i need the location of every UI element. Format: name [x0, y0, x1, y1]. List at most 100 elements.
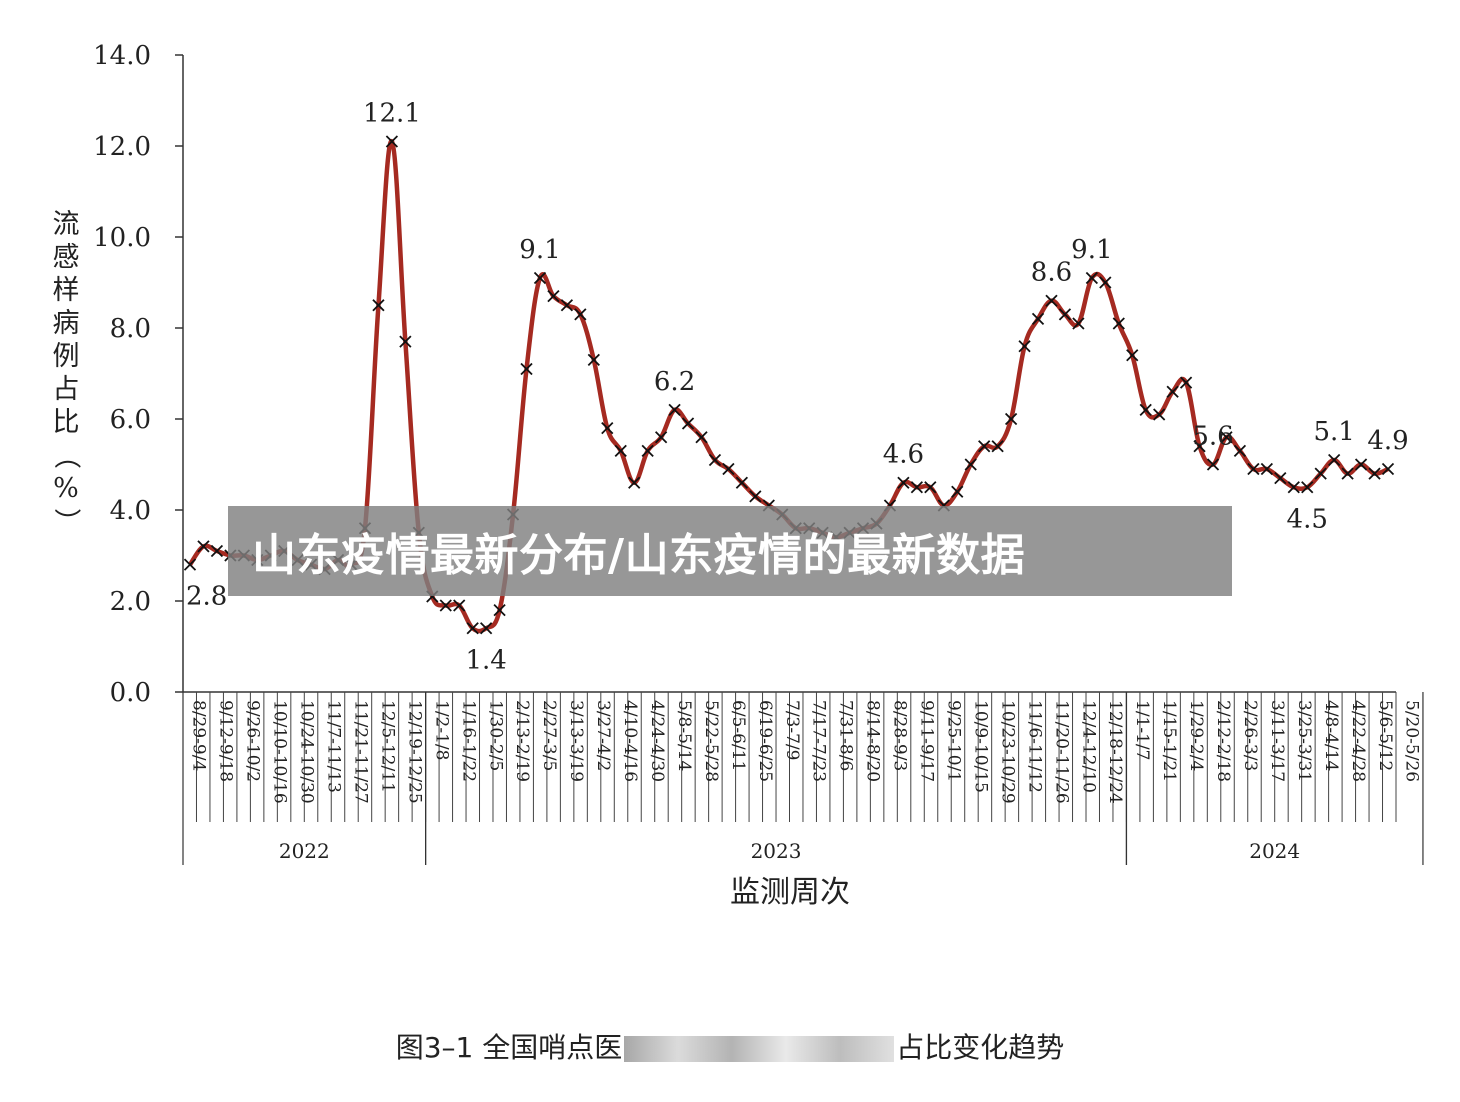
data-point-marker — [1179, 376, 1193, 389]
data-point-marker — [1233, 444, 1247, 457]
data-point-marker — [560, 299, 574, 312]
y-tick-label: 10.0 — [93, 223, 151, 253]
data-point-marker — [1328, 453, 1341, 467]
data-point-marker — [533, 271, 547, 285]
y-tick-label: 12.0 — [93, 132, 151, 162]
x-tick-label: 10/9-10/15 — [970, 700, 990, 793]
x-tick-label: 10/10-10/16 — [270, 700, 290, 804]
y-tick-label: 6.0 — [110, 405, 151, 435]
x-tick-label: 1/16-1/22 — [458, 700, 478, 782]
y-axis-label: 流感样病例占比（%） — [50, 209, 82, 535]
data-point-marker — [1153, 408, 1166, 421]
data-point-marker — [1045, 294, 1058, 307]
data-point-marker — [681, 417, 695, 430]
x-tick-label: 5/6-5/12 — [1375, 700, 1395, 771]
data-point-marker — [197, 540, 210, 553]
data-point-marker — [1018, 340, 1031, 353]
data-point-marker — [520, 362, 533, 376]
x-tick-label: 8/14-8/20 — [863, 700, 883, 782]
x-tick-label: 6/5-6/11 — [728, 700, 748, 771]
data-point-marker — [654, 431, 668, 444]
x-tick-label: 1/30-2/5 — [485, 700, 505, 771]
x-tick-label: 4/22-4/28 — [1348, 700, 1368, 782]
data-point-marker — [695, 431, 708, 444]
x-tick-label: 2/26-3/3 — [1240, 700, 1260, 771]
year-label: 2023 — [751, 839, 802, 863]
data-point-marker — [210, 544, 224, 558]
x-tick-label: 8/28-9/3 — [890, 700, 910, 771]
x-tick-label: 12/4-12/10 — [1078, 700, 1098, 793]
data-point-marker — [183, 558, 197, 571]
y-tick-label: 14.0 — [93, 41, 151, 71]
x-tick-label: 7/31-8/6 — [836, 700, 856, 771]
data-label: 9.1 — [519, 235, 560, 265]
data-point-marker — [910, 481, 924, 494]
x-tick-label: 11/6-11/12 — [1024, 700, 1044, 793]
x-tick-label: 3/27-4/2 — [593, 700, 613, 771]
data-point-marker — [897, 476, 910, 489]
data-point-marker — [964, 458, 977, 471]
data-point-marker — [1031, 312, 1045, 326]
x-tick-label: 9/11-9/17 — [917, 700, 937, 782]
data-point-marker — [641, 444, 654, 457]
data-point-marker — [453, 599, 466, 612]
data-point-marker — [439, 599, 452, 612]
data-label: 6.2 — [654, 367, 695, 397]
x-tick-label: 4/24-4/30 — [647, 700, 667, 782]
x-tick-label: 4/8-4/14 — [1321, 700, 1341, 771]
x-tick-label: 6/19-6/25 — [755, 700, 775, 782]
data-point-marker — [574, 308, 587, 321]
data-point-marker — [372, 299, 385, 312]
data-point-marker — [493, 603, 506, 617]
x-tick-label: 10/23-10/29 — [997, 700, 1017, 804]
data-point-marker — [1354, 458, 1368, 471]
data-point-marker — [1247, 462, 1260, 476]
data-point-marker — [1126, 349, 1139, 362]
data-point-marker — [1381, 462, 1395, 476]
data-point-marker — [749, 490, 762, 503]
data-point-marker — [466, 622, 479, 635]
data-point-marker — [708, 453, 722, 467]
x-tick-label: 7/3-7/9 — [782, 700, 802, 760]
data-point-marker — [951, 485, 964, 498]
data-label: 5.1 — [1313, 417, 1354, 447]
y-tick-label: 0.0 — [110, 678, 151, 708]
data-label: 12.1 — [363, 98, 421, 128]
data-point-marker — [924, 481, 937, 494]
x-tick-label: 12/5-12/11 — [377, 700, 397, 793]
data-point-marker — [1099, 276, 1112, 289]
figure-caption: 图3–1 全国哨点医 占比变化趋势 — [0, 1026, 1460, 1066]
x-tick-label: 1/2-1/8 — [431, 700, 451, 760]
data-point-marker — [547, 290, 560, 303]
data-point-marker — [385, 135, 399, 148]
title-banner: 山东疫情最新分布/山东疫情的最新数据 — [228, 506, 1232, 596]
data-point-marker — [1341, 467, 1354, 480]
year-label: 2024 — [1249, 839, 1300, 863]
x-axis-title: 监测周次 — [730, 875, 850, 910]
data-label: 4.5 — [1287, 504, 1328, 534]
x-tick-label: 4/10-4/16 — [620, 700, 640, 782]
x-tick-label: 3/13-3/19 — [566, 700, 586, 782]
data-point-marker — [1112, 317, 1125, 330]
data-label: 9.1 — [1071, 235, 1112, 265]
data-point-marker — [1260, 462, 1273, 476]
x-tick-label: 9/12-9/18 — [216, 700, 236, 782]
x-tick-label: 9/26-10/2 — [243, 700, 263, 782]
data-point-marker — [1085, 271, 1099, 285]
data-point-marker — [1139, 403, 1152, 417]
data-point-marker — [668, 403, 681, 417]
data-point-marker — [978, 440, 991, 453]
data-point-marker — [1287, 481, 1300, 494]
data-point-marker — [628, 476, 641, 489]
x-tick-label: 1/15-1/21 — [1159, 700, 1179, 782]
x-tick-label: 11/7-11/13 — [324, 700, 344, 793]
x-tick-label: 2/27-3/5 — [539, 700, 559, 771]
data-point-marker — [722, 462, 735, 476]
x-tick-label: 7/17-7/23 — [809, 700, 829, 782]
data-point-marker — [735, 476, 749, 489]
x-tick-label: 11/20-11/26 — [1051, 700, 1071, 804]
data-point-marker — [1004, 412, 1018, 426]
data-point-marker — [587, 353, 600, 366]
caption-right: 占比变化趋势 — [896, 1031, 1065, 1064]
